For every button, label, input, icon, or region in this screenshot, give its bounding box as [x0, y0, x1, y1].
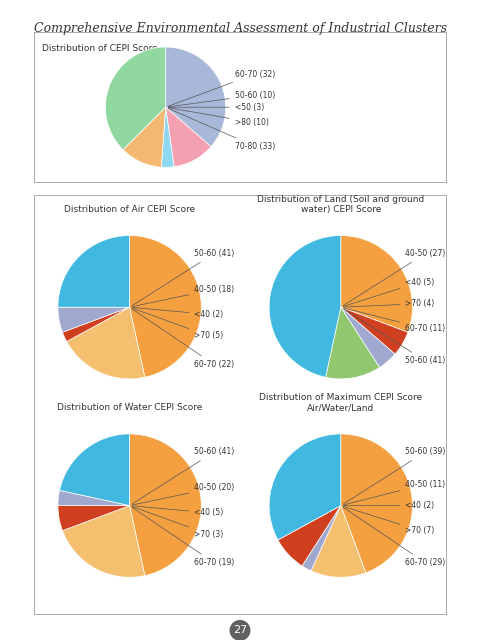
Wedge shape [130, 236, 201, 377]
Wedge shape [58, 236, 130, 307]
Text: >80 (10): >80 (10) [168, 108, 269, 127]
Wedge shape [269, 236, 341, 377]
Wedge shape [58, 506, 130, 531]
Text: 40-50 (20): 40-50 (20) [132, 483, 234, 505]
Text: Comprehensive Environmental Assessment of Industrial Clusters: Comprehensive Environmental Assessment o… [34, 22, 446, 35]
Text: 60-70 (22): 60-70 (22) [132, 308, 234, 369]
Text: 70-80 (33): 70-80 (33) [168, 108, 275, 151]
Text: <40 (2): <40 (2) [344, 501, 434, 510]
Text: 50-60 (10): 50-60 (10) [168, 91, 275, 107]
Wedge shape [311, 506, 366, 577]
Wedge shape [302, 506, 341, 571]
Wedge shape [341, 236, 412, 332]
Wedge shape [58, 307, 130, 332]
Text: 60-70 (11): 60-70 (11) [344, 308, 445, 333]
Wedge shape [60, 434, 130, 506]
Text: 50-60 (41): 50-60 (41) [343, 308, 445, 365]
Text: 40-50 (27): 40-50 (27) [343, 249, 445, 306]
Text: >70 (7): >70 (7) [344, 506, 434, 535]
Text: 50-60 (41): 50-60 (41) [132, 447, 234, 504]
Wedge shape [278, 506, 341, 566]
Text: 60-70 (32): 60-70 (32) [168, 70, 275, 106]
Wedge shape [161, 107, 174, 167]
Wedge shape [269, 434, 341, 540]
Wedge shape [62, 307, 130, 342]
Text: 40-50 (18): 40-50 (18) [132, 285, 234, 307]
Wedge shape [341, 307, 395, 367]
Text: <40 (5): <40 (5) [132, 506, 223, 517]
Text: >70 (5): >70 (5) [132, 308, 223, 340]
Title: Distribution of Air CEPI Score: Distribution of Air CEPI Score [64, 205, 195, 214]
Text: 50-60 (39): 50-60 (39) [343, 447, 446, 504]
Text: 27: 27 [233, 625, 247, 636]
Text: <40 (5): <40 (5) [344, 278, 434, 307]
Title: Distribution of Land (Soil and ground
water) CEPI Score: Distribution of Land (Soil and ground wa… [257, 195, 424, 214]
Wedge shape [67, 307, 145, 379]
Text: >70 (4): >70 (4) [344, 299, 434, 308]
Text: <40 (2): <40 (2) [132, 307, 223, 319]
Wedge shape [123, 107, 166, 167]
Wedge shape [130, 434, 201, 575]
Title: Distribution of Maximum CEPI Score
Air/Water/Land: Distribution of Maximum CEPI Score Air/W… [259, 393, 422, 412]
Wedge shape [341, 307, 408, 354]
Text: <50 (3): <50 (3) [168, 102, 264, 112]
Text: 60-70 (19): 60-70 (19) [132, 507, 234, 568]
Wedge shape [58, 490, 130, 506]
Wedge shape [62, 506, 145, 577]
Text: 40-50 (11): 40-50 (11) [344, 479, 445, 505]
Text: 60-70 (29): 60-70 (29) [343, 507, 445, 568]
Text: >70 (3): >70 (3) [132, 506, 223, 539]
Wedge shape [341, 434, 412, 573]
Wedge shape [166, 47, 226, 147]
Text: 50-60 (41): 50-60 (41) [132, 249, 234, 306]
Wedge shape [166, 107, 211, 167]
Wedge shape [325, 307, 380, 379]
Text: Distribution of CEPI Score: Distribution of CEPI Score [42, 44, 157, 53]
Wedge shape [106, 47, 166, 150]
Title: Distribution of Water CEPI Score: Distribution of Water CEPI Score [57, 403, 202, 412]
